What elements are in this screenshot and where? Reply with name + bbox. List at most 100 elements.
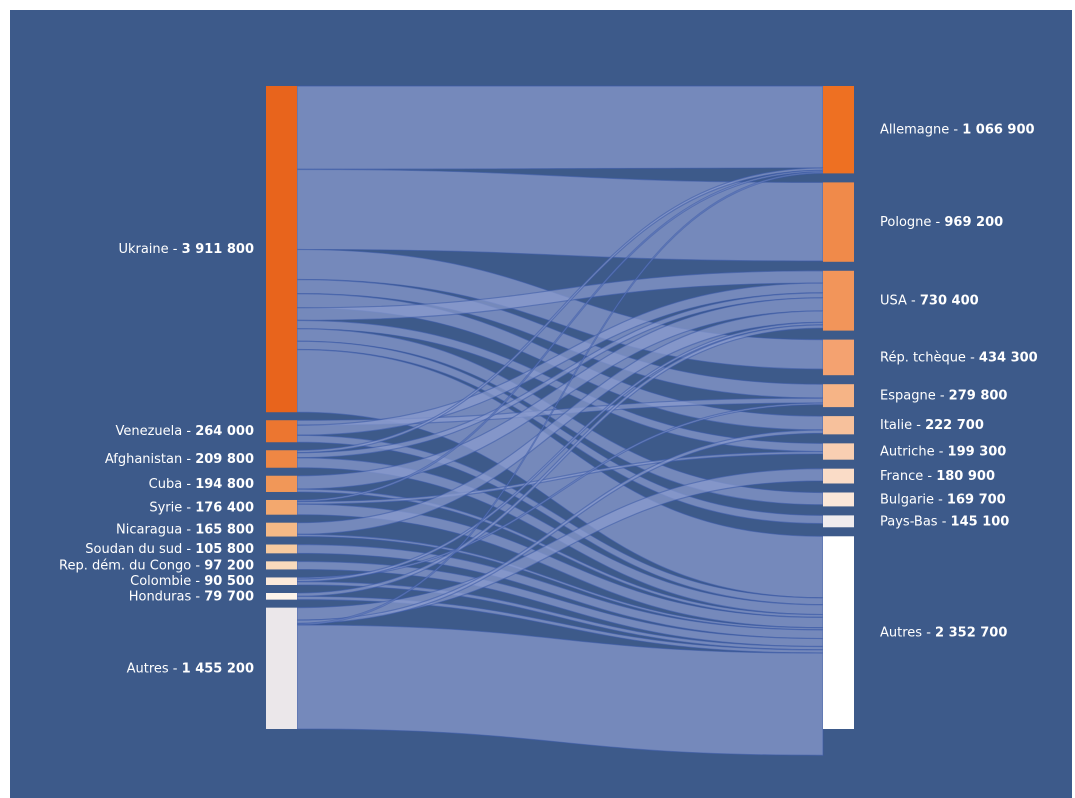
target-label-name: Espagne: [880, 388, 936, 403]
source-label-value: 105 800: [195, 541, 254, 556]
target-label-value: 180 900: [936, 469, 995, 484]
source-label-name: Nicaragua: [116, 522, 182, 537]
source-label-separator: -: [191, 558, 204, 573]
source-label-separator: -: [169, 661, 182, 676]
target-label-separator: -: [923, 469, 936, 484]
target-label-separator: -: [922, 625, 935, 640]
target-node-france: [823, 468, 854, 484]
sankey-diagram: Ukraine - 3 911 800 Venezuela - 264 000 Af…: [59, 85, 1038, 756]
source-label-name: Honduras: [129, 589, 192, 604]
target-label-separator: -: [931, 215, 944, 230]
source-label-value: 209 800: [195, 451, 254, 466]
source-node-ukraine: [266, 86, 297, 413]
source-label-autres: Autres - 1 455 200: [127, 661, 254, 676]
source-label-name: Rep. dém. du Congo: [59, 558, 191, 573]
source-label-value: 90 500: [204, 574, 254, 589]
source-label-value: 97 200: [204, 558, 254, 573]
target-label-name: Allemagne: [880, 122, 949, 137]
target-node-bulgarie: [823, 492, 854, 507]
source-node-afghanistan: [266, 450, 297, 468]
source-label-name: Cuba: [149, 476, 183, 491]
target-label-value: 169 700: [947, 492, 1006, 507]
target-label-value: 222 700: [925, 418, 984, 433]
target-label-separator: -: [907, 293, 920, 308]
target-label-separator: -: [935, 444, 948, 459]
source-node-soudan-du-sud: [266, 544, 297, 554]
target-node-rep-tcheque: [823, 339, 854, 376]
source-label-separator: -: [191, 574, 204, 589]
target-label-usa: USA - 730 400: [880, 293, 979, 308]
target-label-name: Autriche: [880, 444, 935, 459]
source-label-value: 176 400: [195, 500, 254, 515]
flows-layer: [296, 85, 824, 756]
source-label-name: Venezuela: [115, 424, 182, 439]
source-node-honduras: [266, 592, 297, 600]
flow-autres-to-allemagne: [296, 171, 824, 626]
source-label-soudan-du-sud: Soudan du sud - 105 800: [85, 541, 254, 556]
target-label-value: 1 066 900: [962, 122, 1034, 137]
source-label-honduras: Honduras - 79 700: [129, 589, 254, 604]
target-label-italie: Italie - 222 700: [880, 418, 984, 433]
target-label-allemagne: Allemagne - 1 066 900: [880, 122, 1035, 137]
target-label-separator: -: [938, 514, 951, 529]
source-node-rep-dem-du-congo: [266, 561, 297, 570]
target-label-separator: -: [949, 122, 962, 137]
target-label-value: 969 200: [944, 215, 1003, 230]
source-label-value: 194 800: [195, 476, 254, 491]
target-label-separator: -: [912, 418, 925, 433]
target-node-usa: [823, 270, 854, 331]
source-label-value: 3 911 800: [182, 242, 254, 257]
target-label-name: Italie: [880, 418, 912, 433]
target-node-autres: [823, 536, 854, 729]
source-label-value: 165 800: [195, 522, 254, 537]
source-label-nicaragua: Nicaragua - 165 800: [116, 522, 254, 537]
source-label-value: 1 455 200: [182, 661, 254, 676]
target-label-autriche: Autriche - 199 300: [880, 444, 1006, 459]
source-label-name: Ukraine: [118, 242, 168, 257]
target-node-pays-bas: [823, 515, 854, 528]
target-label-name: Pays-Bas: [880, 514, 938, 529]
source-label-value: 79 700: [204, 589, 254, 604]
source-label-name: Soudan du sud: [85, 541, 182, 556]
source-label-separator: -: [182, 476, 195, 491]
target-node-allemagne: [823, 86, 854, 174]
target-label-separator: -: [936, 388, 949, 403]
source-label-cuba: Cuba - 194 800: [149, 476, 254, 491]
source-node-nicaragua: [266, 522, 297, 537]
source-label-value: 264 000: [195, 424, 254, 439]
target-label-value: 730 400: [920, 293, 979, 308]
source-node-colombie: [266, 577, 297, 585]
target-label-pays-bas: Pays-Bas - 145 100: [880, 514, 1009, 529]
source-label-separator: -: [182, 522, 195, 537]
target-label-value: 199 300: [948, 444, 1007, 459]
target-label-france: France - 180 900: [880, 469, 995, 484]
source-node-syrie: [266, 499, 297, 515]
target-node-espagne: [823, 384, 854, 408]
target-label-separator: -: [966, 350, 979, 365]
target-label-bulgarie: Bulgarie - 169 700: [880, 492, 1006, 507]
source-label-name: Syrie: [149, 500, 182, 515]
source-label-afghanistan: Afghanistan - 209 800: [105, 451, 254, 466]
source-label-ukraine: Ukraine - 3 911 800: [118, 242, 254, 257]
source-label-rep-dem-du-congo: Rep. dém. du Congo - 97 200: [59, 558, 254, 573]
source-label-separator: -: [182, 424, 195, 439]
source-label-venezuela: Venezuela - 264 000: [115, 424, 254, 439]
nodes-layer: [266, 86, 854, 729]
target-label-name: Pologne: [880, 215, 931, 230]
target-label-rep-tcheque: Rép. tchèque - 434 300: [880, 350, 1038, 365]
source-label-separator: -: [169, 242, 182, 257]
target-node-italie: [823, 416, 854, 435]
source-label-separator: -: [182, 500, 195, 515]
target-label-value: 2 352 700: [935, 625, 1007, 640]
target-label-espagne: Espagne - 279 800: [880, 388, 1007, 403]
target-node-autriche: [823, 443, 854, 460]
target-label-value: 145 100: [951, 514, 1010, 529]
source-label-colombie: Colombie - 90 500: [130, 574, 254, 589]
target-label-pologne: Pologne - 969 200: [880, 215, 1003, 230]
target-label-separator: -: [934, 492, 947, 507]
source-label-name: Afghanistan: [105, 451, 182, 466]
target-label-name: Rép. tchèque: [880, 350, 966, 365]
source-label-name: Autres: [127, 661, 169, 676]
source-label-separator: -: [182, 451, 195, 466]
labels-layer: Ukraine - 3 911 800 Venezuela - 264 000 Af…: [59, 122, 1038, 676]
